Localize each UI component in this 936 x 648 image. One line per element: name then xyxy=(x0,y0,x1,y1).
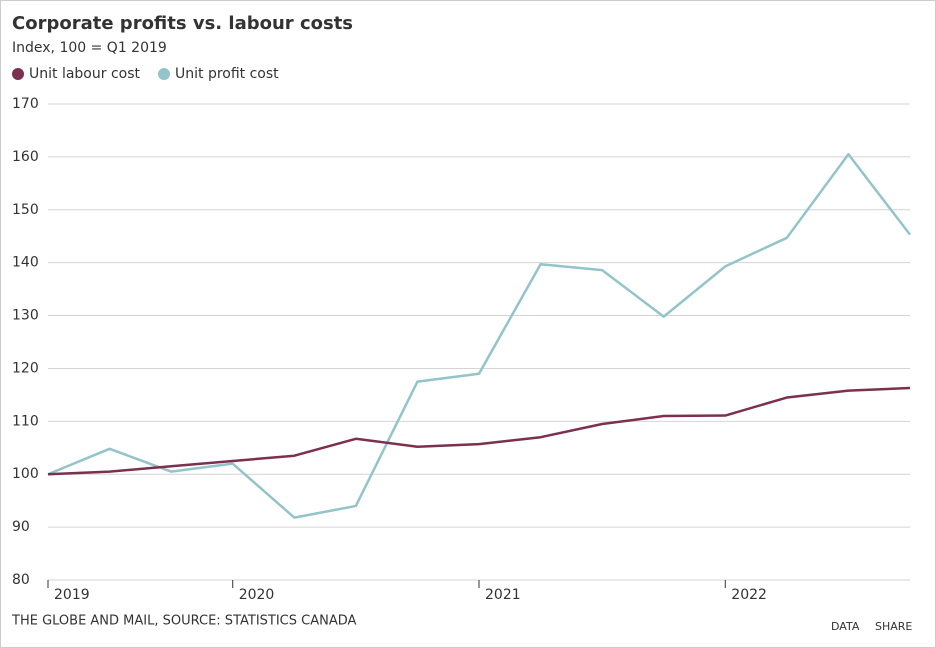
y-tick-label: 80 xyxy=(12,572,30,588)
y-tick-label: 150 xyxy=(12,202,39,218)
legend-label: Unit labour cost xyxy=(29,66,141,82)
y-tick-label: 100 xyxy=(12,466,39,482)
x-tick-label: 2021 xyxy=(485,587,521,603)
series-line xyxy=(47,152,911,519)
y-tick-label: 130 xyxy=(12,308,39,324)
legend-label: Unit profit cost xyxy=(175,66,279,82)
share-link[interactable]: SHARE xyxy=(875,620,912,633)
legend-marker xyxy=(12,68,24,80)
chart-title: Corporate profits vs. labour costs xyxy=(12,13,353,34)
y-tick-label: 140 xyxy=(12,255,39,271)
y-tick-label: 160 xyxy=(12,149,39,165)
source: THE GLOBE AND MAIL, SOURCE: STATISTICS C… xyxy=(11,614,357,629)
legend-marker xyxy=(158,68,170,80)
y-tick-label: 110 xyxy=(12,413,39,429)
series-line xyxy=(47,386,911,476)
x-tick-label: 2019 xyxy=(54,587,90,603)
y-tick-label: 170 xyxy=(12,96,39,112)
data-link[interactable]: DATA xyxy=(831,620,860,633)
y-tick-label: 120 xyxy=(12,360,39,376)
x-tick-label: 2020 xyxy=(239,587,275,603)
chart-subtitle: Index, 100 = Q1 2019 xyxy=(12,40,167,56)
y-tick-label: 90 xyxy=(12,519,30,535)
x-tick-label: 2022 xyxy=(731,587,767,603)
